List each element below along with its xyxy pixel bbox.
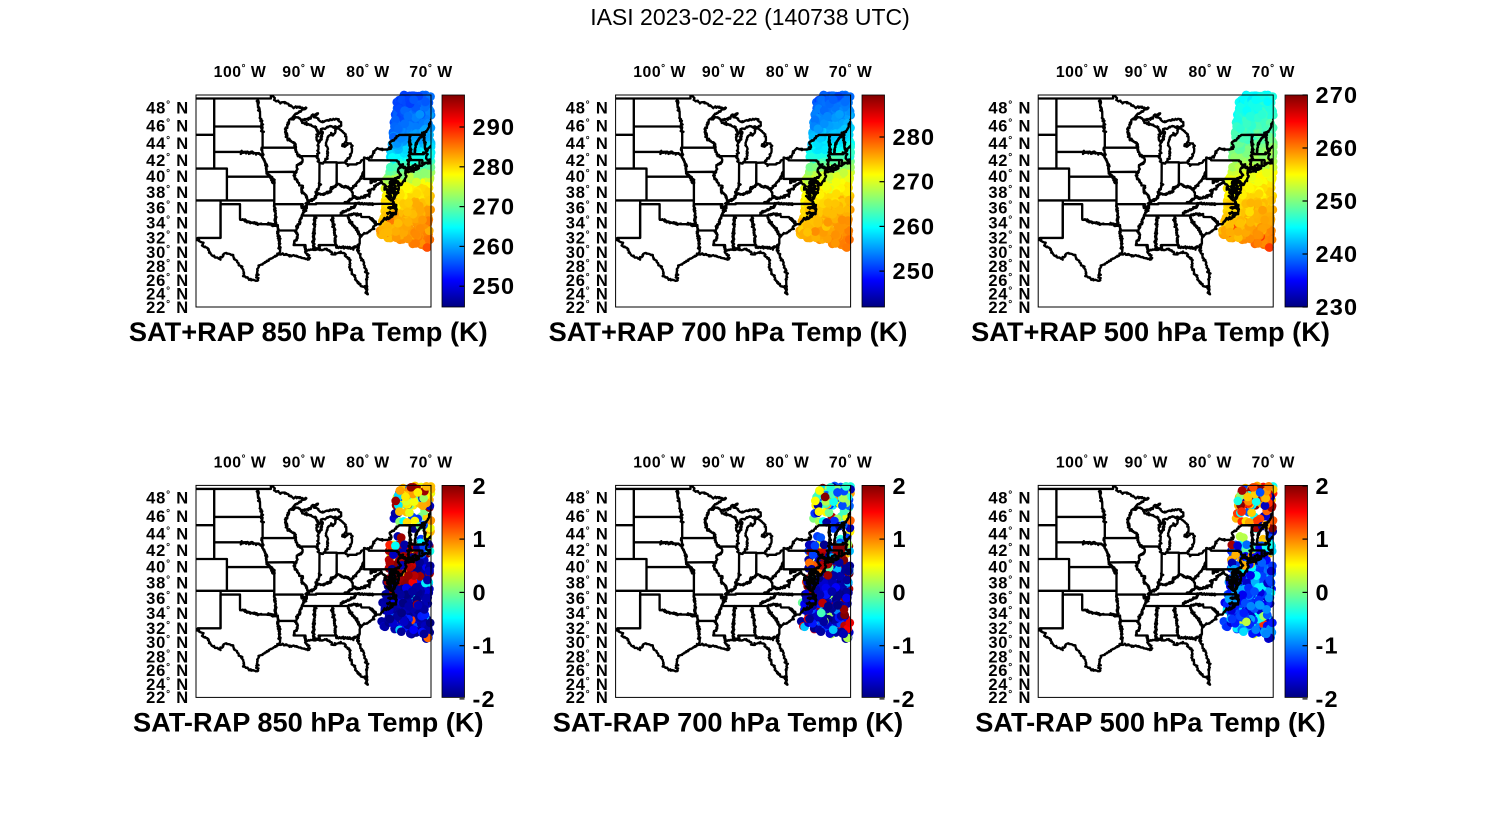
- svg-text:48° N: 48° N: [146, 99, 189, 117]
- svg-text:240: 240: [1316, 241, 1359, 267]
- svg-text:44° N: 44° N: [146, 135, 189, 153]
- svg-text:100° W: 100° W: [214, 453, 267, 471]
- svg-text:90° W: 90° W: [282, 63, 325, 81]
- svg-text:24° N: 24° N: [146, 285, 189, 303]
- svg-text:100° W: 100° W: [633, 453, 686, 471]
- svg-text:1: 1: [473, 526, 487, 552]
- svg-text:270: 270: [893, 169, 936, 195]
- svg-text:290: 290: [473, 114, 516, 140]
- svg-text:0: 0: [1316, 579, 1330, 605]
- svg-text:36° N: 36° N: [146, 200, 189, 218]
- svg-text:1: 1: [893, 526, 907, 552]
- svg-text:1: 1: [1316, 526, 1330, 552]
- svg-text:SAT+RAP 500 hPa Temp (K): SAT+RAP 500 hPa Temp (K): [971, 316, 1330, 347]
- svg-text:250: 250: [893, 258, 936, 284]
- svg-text:-1: -1: [1316, 633, 1339, 659]
- svg-text:280: 280: [473, 154, 516, 180]
- svg-text:260: 260: [1316, 135, 1359, 161]
- svg-text:2: 2: [473, 473, 487, 499]
- svg-text:270: 270: [473, 194, 516, 220]
- svg-text:30° N: 30° N: [146, 244, 189, 262]
- svg-text:-1: -1: [473, 633, 496, 659]
- svg-text:32° N: 32° N: [146, 229, 189, 247]
- svg-text:80° W: 80° W: [346, 63, 389, 81]
- svg-text:270: 270: [1316, 82, 1359, 108]
- svg-text:0: 0: [473, 579, 487, 605]
- svg-text:70° W: 70° W: [409, 63, 452, 81]
- svg-text:250: 250: [1316, 188, 1359, 214]
- svg-text:SAT-RAP 500 hPa Temp (K): SAT-RAP 500 hPa Temp (K): [975, 706, 1326, 737]
- svg-text:100° W: 100° W: [1056, 453, 1109, 471]
- svg-text:22° N: 22° N: [146, 299, 189, 317]
- svg-text:280: 280: [893, 124, 936, 150]
- svg-text:26° N: 26° N: [146, 272, 189, 290]
- svg-text:IASI 2023-02-22 (140738 UTC): IASI 2023-02-22 (140738 UTC): [590, 4, 910, 30]
- svg-text:SAT-RAP 850 hPa Temp (K): SAT-RAP 850 hPa Temp (K): [133, 706, 484, 737]
- svg-text:SAT-RAP 700 hPa Temp (K): SAT-RAP 700 hPa Temp (K): [553, 706, 904, 737]
- svg-text:34° N: 34° N: [146, 215, 189, 233]
- svg-text:46° N: 46° N: [146, 117, 189, 135]
- svg-text:260: 260: [893, 213, 936, 239]
- svg-text:28° N: 28° N: [146, 258, 189, 276]
- svg-text:SAT+RAP 700 hPa Temp (K): SAT+RAP 700 hPa Temp (K): [549, 316, 908, 347]
- svg-text:100° W: 100° W: [1056, 63, 1109, 81]
- svg-text:SAT+RAP 850 hPa Temp (K): SAT+RAP 850 hPa Temp (K): [129, 316, 488, 347]
- svg-text:100° W: 100° W: [214, 63, 267, 81]
- svg-text:40° N: 40° N: [146, 168, 189, 186]
- svg-text:-1: -1: [893, 633, 916, 659]
- svg-text:260: 260: [473, 233, 516, 259]
- svg-text:38° N: 38° N: [146, 184, 189, 202]
- svg-text:2: 2: [1316, 473, 1330, 499]
- svg-text:0: 0: [893, 579, 907, 605]
- svg-text:2: 2: [893, 473, 907, 499]
- svg-text:42° N: 42° N: [146, 152, 189, 170]
- svg-text:100° W: 100° W: [633, 63, 686, 81]
- svg-text:250: 250: [473, 273, 516, 299]
